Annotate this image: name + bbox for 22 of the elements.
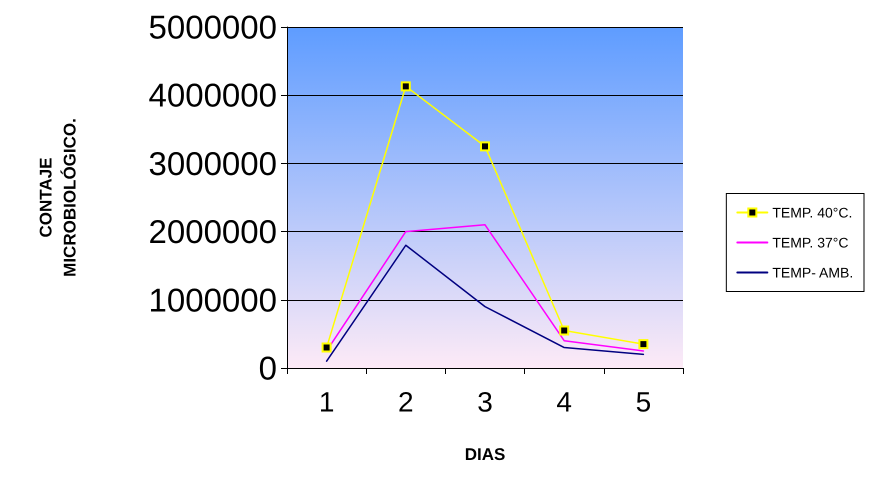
y-tick-label: 4000000 — [148, 76, 277, 114]
y-tick-label: 2000000 — [148, 213, 277, 250]
y-axis-title: CONTAJE MICROBIOLÓGICO. — [36, 118, 80, 277]
x-tick-label: 2 — [398, 386, 414, 418]
point — [322, 342, 332, 353]
x-tick-label: 1 — [318, 386, 334, 418]
legend-label: TEMP- AMB. — [772, 264, 854, 280]
legend-label: TEMP. 40°C. — [772, 204, 852, 220]
point — [480, 141, 490, 152]
legend-label: TEMP. 37°C — [772, 234, 848, 250]
y-tick-label: 1000000 — [148, 281, 277, 318]
y-tick-label: 0 — [258, 350, 277, 386]
point — [559, 325, 570, 336]
x-axis-title: DIAS — [464, 445, 506, 464]
x-tick-label: 4 — [556, 386, 572, 418]
y-tick-label: 3000000 — [148, 144, 277, 182]
x-tick-label: 5 — [636, 386, 652, 418]
x-tick-label: 3 — [477, 386, 493, 418]
point — [400, 81, 411, 92]
point — [638, 339, 648, 350]
y-tick-label: 5000000 — [148, 8, 277, 46]
line-series — [326, 244, 644, 362]
